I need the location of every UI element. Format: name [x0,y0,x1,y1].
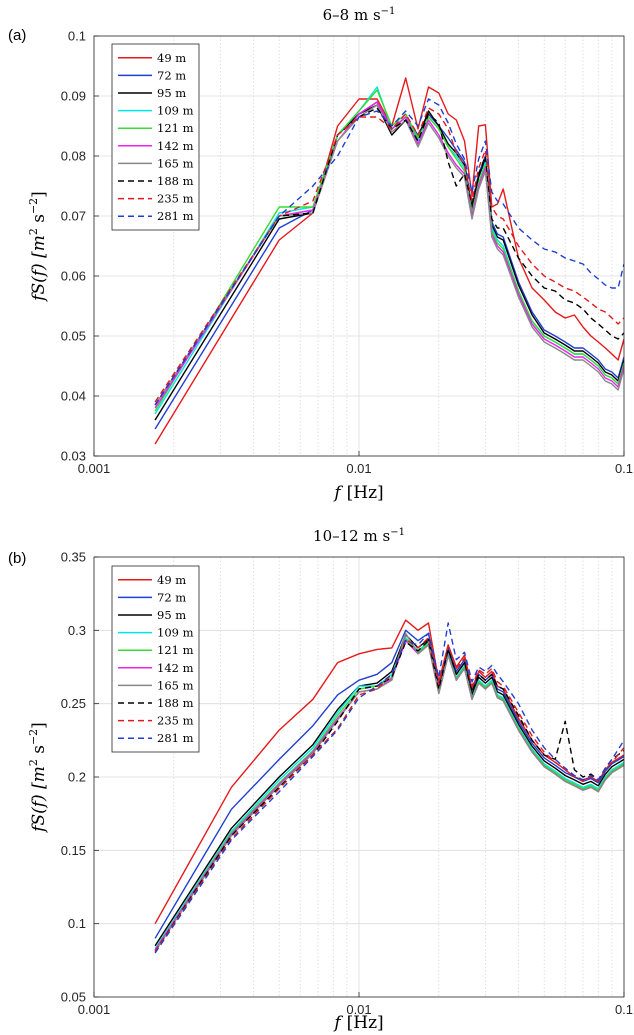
y-tick-label: 0.1 [68,29,86,44]
panel-label: (b) [8,550,26,567]
series-line-188-m [154,639,624,952]
y-tick-label: 0.07 [61,209,86,224]
legend-label: 142 m [157,139,194,153]
x-axis-label: f [Hz] [332,483,383,503]
legend-label: 121 m [157,121,194,135]
series-line-142-m [154,101,624,409]
legend: 49 m 72 m 95 m 109 m 121 m 142 m 165 m 188 m 235… [111,43,200,231]
panel-a: 0.001 0.01 0.1 0.03 0.04 0.05 0.06 0.07 0.08 0.09… [8,6,633,503]
series-line-165-m [154,632,624,952]
y-tick-label: 0.09 [61,89,86,104]
y-tick-label: 0.15 [61,843,86,858]
x-tick-label: 0.1 [615,461,633,476]
chart-title: 6–8 m s−1 [323,6,396,24]
y-tick-label: 0.35 [61,550,86,565]
legend-label: 121 m [157,643,194,657]
x-axis-label: f [Hz] [332,1013,383,1033]
legend-label: 49 m [157,51,186,65]
legend-label: 109 m [157,626,194,640]
legend-label: 281 m [157,731,194,745]
x-tick-label: 0.001 [78,461,111,476]
legend-label: 235 m [157,192,194,206]
panel-label: (a) [8,27,26,44]
y-tick-label: 0.06 [61,269,86,284]
y-tick-label: 0.03 [61,449,86,464]
series-group [154,619,624,954]
series-line-188-m [154,107,624,406]
x-tick-label: 0.01 [346,461,371,476]
legend-label: 142 m [157,661,194,675]
legend-label: 281 m [157,209,194,223]
legend-label: 95 m [157,608,186,622]
legend-label: 188 m [157,174,194,188]
legend-label: 165 m [157,678,194,692]
y-axis-label: fS(f) [m2 s−2] [27,722,49,834]
legend-label: 72 m [157,590,186,604]
legend-label: 95 m [157,86,186,100]
x-tick-label: 0.01 [346,1002,371,1017]
panel-b: 0.001 0.01 0.1 0.05 0.1 0.15 0.2 0.25 0.3 0.35 10–… [8,527,633,1033]
legend-label: 188 m [157,696,194,710]
x-tick-label: 0.001 [78,1002,111,1017]
legend-label: 49 m [157,573,186,587]
series-group [154,77,624,445]
y-tick-label: 0.2 [68,770,86,785]
series-line-281-m [154,98,624,406]
legend-label: 72 m [157,68,186,82]
legend-label: 109 m [157,104,194,118]
chart-title: 10–12 m s−1 [313,527,405,545]
y-tick-label: 0.05 [61,990,86,1005]
legend-label: 235 m [157,714,194,728]
y-tick-label: 0.3 [68,623,86,638]
legend-label: 165 m [157,156,194,170]
series-line-235-m [154,107,624,403]
series-line-281-m [154,622,624,954]
series-line-109-m [154,637,624,949]
series-line-95-m [154,634,624,947]
y-tick-label: 0.1 [68,916,86,931]
y-tick-label: 0.05 [61,329,86,344]
series-line-165-m [154,104,624,406]
series-line-121-m [154,89,624,412]
y-axis-label: fS(f) [m2 s−2] [27,191,49,303]
series-line-235-m [154,637,624,952]
legend: 49 m 72 m 95 m 109 m 121 m 142 m 165 m 188 m 235… [111,565,200,753]
y-tick-label: 0.08 [61,149,86,164]
x-tick-label: 0.1 [615,1002,633,1017]
y-tick-label: 0.04 [61,389,86,404]
y-tick-label: 0.25 [61,696,86,711]
series-line-49-m [154,77,624,445]
